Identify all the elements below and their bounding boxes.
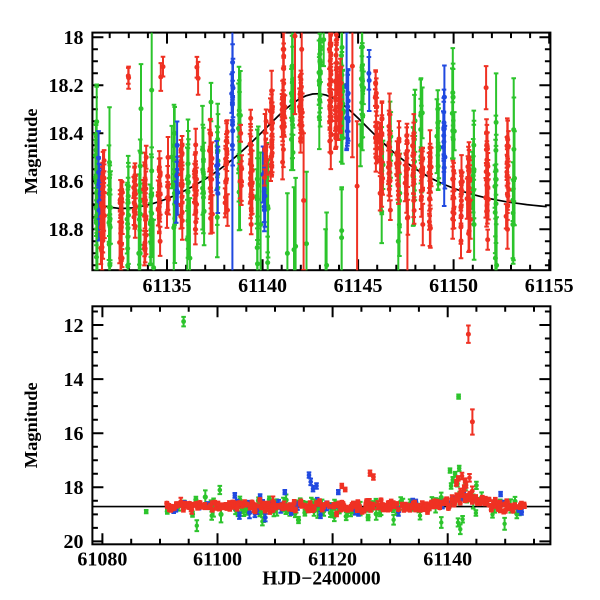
svg-text:HJD−2400000: HJD−2400000 [262, 569, 380, 590]
svg-text:Magnitude: Magnitude [21, 108, 41, 194]
svg-text:61145: 61145 [334, 275, 383, 297]
svg-text:61140: 61140 [423, 548, 472, 570]
svg-text:18: 18 [64, 27, 84, 49]
svg-text:18: 18 [64, 477, 84, 499]
svg-text:61150: 61150 [429, 275, 478, 297]
svg-text:20: 20 [64, 531, 84, 553]
svg-text:16: 16 [64, 423, 84, 445]
svg-text:61155: 61155 [525, 275, 574, 297]
svg-text:18.8: 18.8 [49, 219, 84, 241]
svg-text:Magnitude: Magnitude [21, 382, 41, 468]
svg-text:61120: 61120 [308, 548, 357, 570]
svg-text:18.4: 18.4 [49, 123, 84, 145]
svg-text:14: 14 [64, 369, 84, 391]
svg-text:61140: 61140 [238, 275, 287, 297]
svg-text:12: 12 [64, 315, 84, 337]
svg-text:61100: 61100 [193, 548, 242, 570]
svg-text:18.2: 18.2 [49, 75, 84, 97]
svg-text:61135: 61135 [143, 275, 192, 297]
svg-text:18.6: 18.6 [49, 171, 84, 193]
svg-text:61080: 61080 [77, 548, 127, 570]
